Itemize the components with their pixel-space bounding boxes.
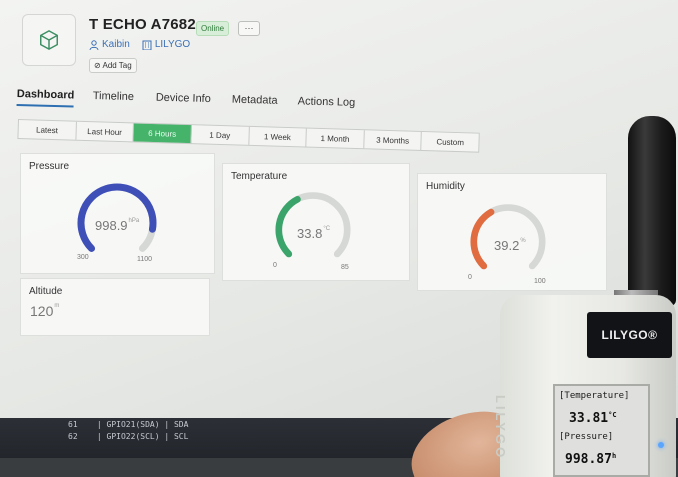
status-led	[658, 442, 664, 448]
brand-logo-plate: LILYGO®	[587, 312, 672, 358]
eink-pressure-label: [Pressure]	[559, 432, 614, 442]
device-meta: Kaibin LILYGO	[89, 39, 190, 50]
pressure-min: 300	[77, 254, 89, 261]
browser-screen: T ECHO A7682 Online ··· Kaibin LILYGO ⊘ …	[0, 0, 678, 418]
tab-dashboard[interactable]: Dashboard	[16, 88, 75, 102]
more-actions-button[interactable]: ···	[238, 21, 260, 36]
terminal-line: 62 | GPIO22(SCL) | SCL	[68, 432, 188, 441]
range-last-hour[interactable]: Last Hour	[76, 121, 135, 142]
line-text: | GPIO22(SCL) | SCL	[96, 432, 189, 441]
add-tag-button[interactable]: ⊘ Add Tag	[89, 58, 137, 73]
humidity-gauge	[470, 204, 546, 270]
line-number: 61	[68, 420, 78, 429]
terminal-line: 61 | GPIO21(SDA) | SDA	[68, 420, 188, 429]
tab-timeline[interactable]: Timeline	[92, 89, 135, 104]
pressure-value-wrap: 998.9hPa	[95, 218, 139, 233]
range-1-day[interactable]: 1 Day	[191, 125, 250, 145]
user-icon	[89, 39, 99, 50]
pressure-widget: Pressure 998.9hPa 300 1100	[20, 153, 215, 274]
pressure-value: 998.9	[95, 218, 128, 233]
temperature-title: Temperature	[231, 171, 288, 182]
status-badge: Online	[196, 21, 230, 36]
device-avatar	[22, 14, 76, 66]
eink-temp-unit: °C	[608, 411, 617, 419]
line-number: 62	[68, 432, 78, 441]
side-brand-embossing: LILYGO	[493, 395, 508, 461]
organization-name: LILYGO	[154, 39, 191, 50]
altitude-unit: m	[54, 303, 60, 309]
owner-link[interactable]: Kaibin	[89, 39, 130, 50]
humidity-value-wrap: 39.2%	[494, 238, 526, 253]
temperature-max: 85	[341, 264, 349, 271]
tag-icon: ⊘	[94, 61, 101, 70]
humidity-widget: Humidity 39.2% 0 100	[417, 173, 607, 291]
temperature-gauge	[275, 192, 351, 258]
humidity-unit: %	[520, 238, 526, 244]
range-latest[interactable]: Latest	[18, 120, 77, 140]
humidity-max: 100	[534, 278, 546, 285]
temperature-widget: Temperature 33.8°C 0 85	[222, 163, 410, 281]
altitude-value: 120	[30, 303, 54, 319]
altitude-value-wrap: 120m	[30, 303, 59, 319]
temperature-value-wrap: 33.8°C	[297, 226, 330, 241]
eink-display: [Temperature] 33.81°C [Pressure] 998.87h	[553, 384, 650, 477]
range-6-hours[interactable]: 6 Hours	[133, 123, 192, 144]
line-text: | GPIO21(SDA) | SDA	[96, 420, 189, 429]
range-1-month[interactable]: 1 Month	[306, 128, 365, 149]
altitude-widget: Altitude 120m	[20, 278, 210, 336]
temperature-unit: °C	[323, 226, 331, 232]
pressure-unit: hPa	[128, 218, 140, 224]
tab-actions-log[interactable]: Actions Log	[297, 95, 356, 109]
antenna	[628, 116, 676, 306]
gauge-fill	[470, 208, 495, 270]
add-tag-label: Add Tag	[102, 61, 132, 70]
pressure-title: Pressure	[29, 161, 70, 172]
temperature-min: 0	[273, 262, 277, 269]
humidity-value: 39.2	[494, 238, 520, 253]
humidity-min: 0	[468, 274, 472, 281]
altitude-title: Altitude	[29, 286, 63, 297]
organization-link[interactable]: LILYGO	[142, 39, 190, 50]
pressure-max: 1100	[137, 256, 153, 263]
gauge-fill	[77, 183, 157, 252]
eink-temp-value: 33.81	[569, 411, 609, 426]
eink-temp-value-wrap: 33.81°C	[569, 411, 617, 426]
humidity-title: Humidity	[426, 181, 465, 192]
time-range-selector: Latest Last Hour 6 Hours 1 Day 1 Week 1 …	[17, 119, 480, 153]
eink-pressure-unit: h	[611, 452, 617, 460]
building-icon	[142, 40, 152, 50]
cube-icon	[40, 30, 58, 50]
tab-metadata[interactable]: Metadata	[231, 93, 278, 107]
device-title: T ECHO A7682	[89, 16, 196, 33]
gauge-fill	[275, 195, 301, 258]
range-custom[interactable]: Custom	[436, 136, 465, 147]
brand-logo: LILYGO®	[601, 328, 658, 342]
eink-pressure-value: 998.87	[565, 452, 612, 467]
eink-pressure-value-wrap: 998.87h	[565, 452, 616, 467]
temperature-value: 33.8	[297, 226, 323, 241]
range-3-months[interactable]: 3 Months	[364, 130, 423, 150]
pressure-gauge	[77, 183, 157, 252]
tab-bar: Dashboard Timeline Device Info Metadata …	[16, 88, 436, 121]
owner-name: Kaibin	[102, 39, 130, 50]
range-1-week[interactable]: 1 Week	[248, 126, 307, 147]
tab-device-info[interactable]: Device Info	[155, 91, 211, 106]
eink-temp-label: [Temperature]	[559, 391, 630, 401]
